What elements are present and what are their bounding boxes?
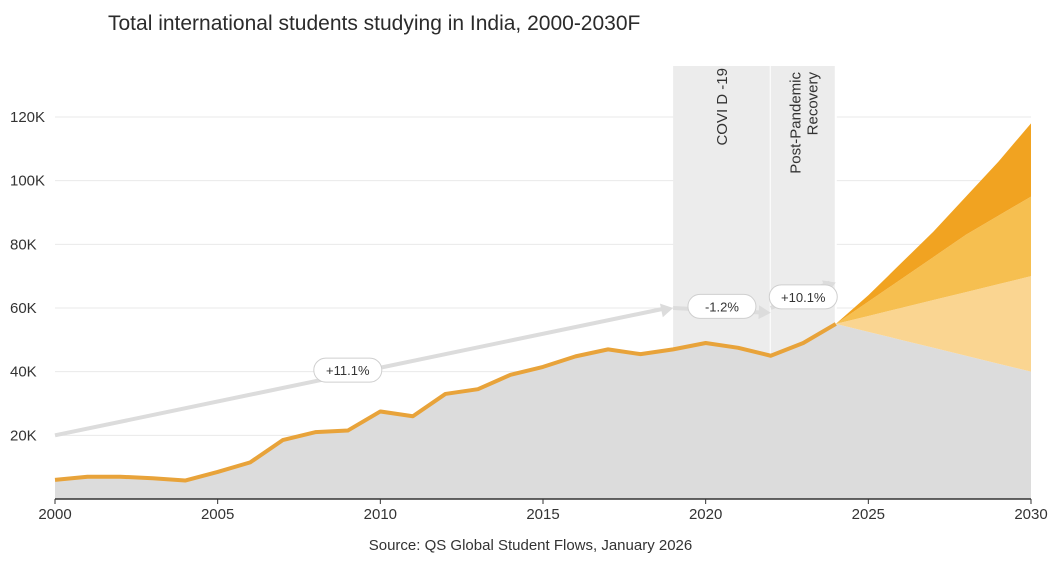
forecast-band-low — [835, 276, 1031, 372]
data-areas — [54, 123, 1031, 499]
x-tick-label: 2000 — [38, 506, 71, 523]
labels: 20K 40K 60K 80K 100K 120K COVI D -19 Post-Pande… — [10, 68, 1048, 523]
historical-area — [55, 323, 1031, 499]
growth-arrow-head — [758, 305, 771, 320]
period-label-recovery: Recovery — [804, 72, 821, 136]
x-tick-label: 2010 — [364, 506, 397, 523]
chart-title: Total international students studying in… — [108, 12, 641, 35]
growth-arrows: +11.1% -1.2% +10.1% — [54, 280, 838, 438]
y-tick-label: 80K — [10, 236, 37, 253]
y-tick-label: 20K — [10, 427, 37, 444]
growth-pill — [768, 284, 838, 310]
growth-label: -1.2% — [705, 299, 739, 314]
y-tick-label: 100K — [10, 173, 45, 190]
x-tick-label: 2030 — [1014, 506, 1047, 523]
growth-pill — [313, 357, 383, 383]
source-note: Source: QS Global Student Flows, January… — [368, 537, 693, 554]
growth-label: +11.1% — [326, 363, 370, 378]
y-tick-label: 60K — [10, 300, 37, 317]
axes — [54, 498, 1032, 504]
forecast-band-mid — [835, 196, 1031, 324]
y-tick-label: 40K — [10, 364, 37, 381]
period-label-covid: COVI D -19 — [714, 68, 731, 146]
x-tick-label: 2025 — [852, 506, 885, 523]
x-tick-label: 2020 — [689, 506, 722, 523]
x-tick-label: 2015 — [526, 506, 559, 523]
growth-pill — [687, 293, 757, 319]
y-tick-label: 120K — [10, 109, 45, 126]
period-label-recovery: Post-Pandemic — [787, 72, 804, 174]
growth-label: +10.1% — [781, 290, 826, 305]
x-tick-label: 2005 — [201, 506, 234, 523]
historical-line — [54, 322, 837, 483]
growth-arrow-head — [659, 303, 674, 318]
